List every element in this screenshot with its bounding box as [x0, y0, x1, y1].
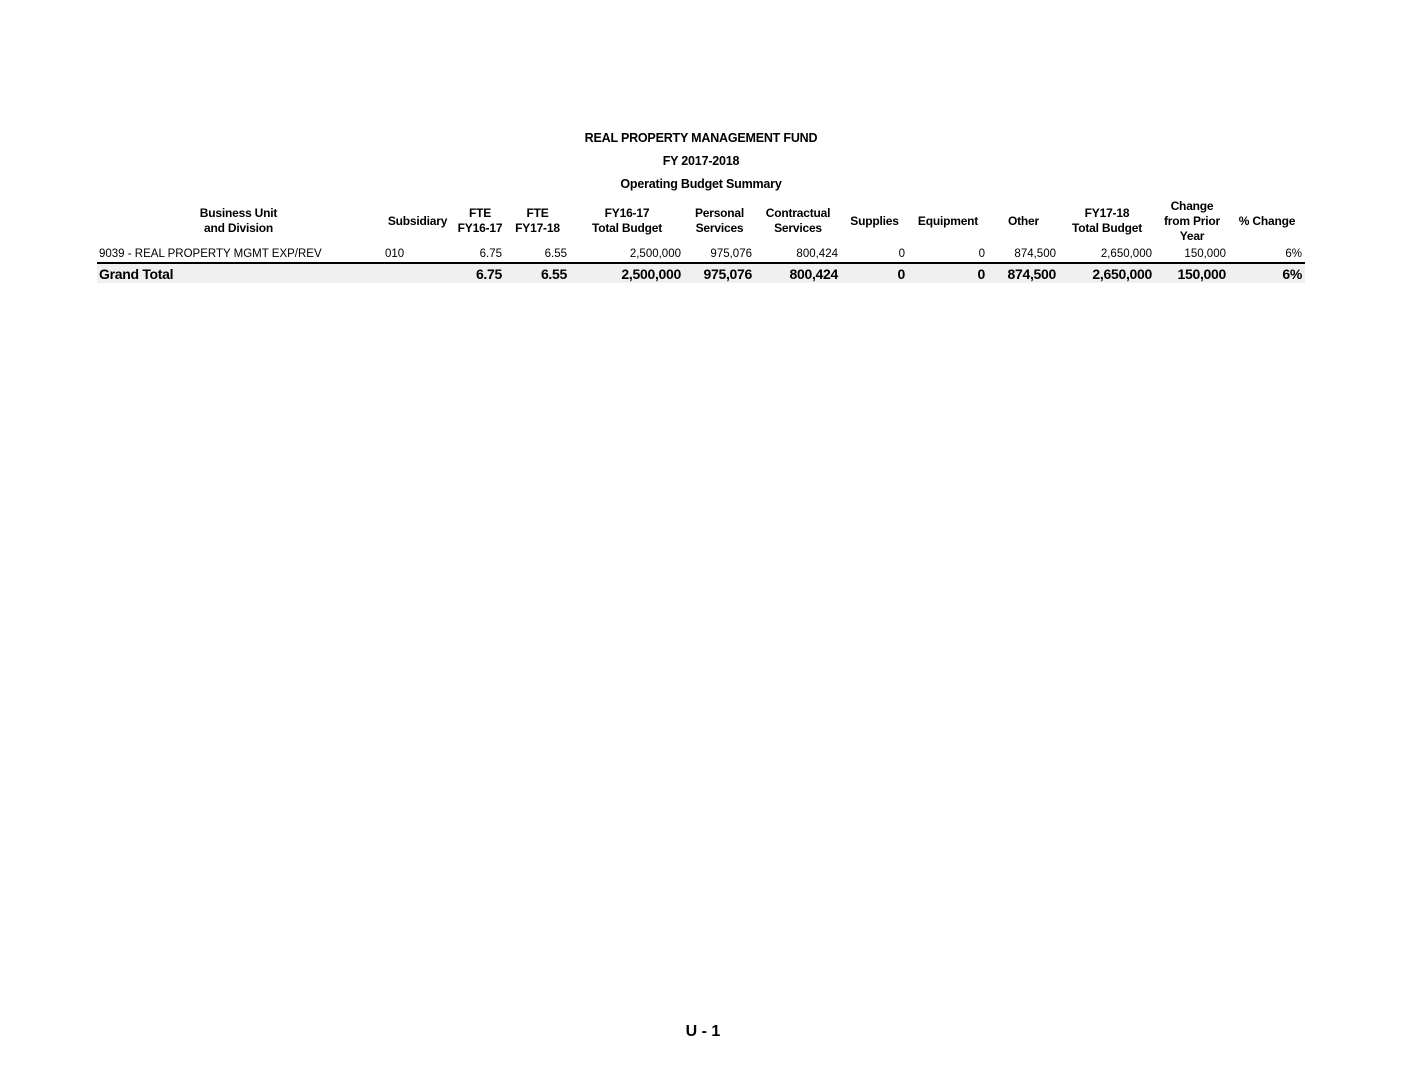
column-header-line: Other: [1007, 213, 1039, 228]
table-cell: 874,500: [988, 262, 1059, 283]
table-row: 9039 - REAL PROPERTY MGMT EXP/REV 010 6.75…: [97, 245, 1305, 263]
table-cell: 2,500,000: [629, 247, 681, 260]
column-header-line: Total Budget: [1071, 221, 1143, 235]
table-cell: 2,650,000: [1059, 262, 1155, 283]
column-header-line: Change: [1170, 198, 1214, 213]
column-header-line: FY17-18: [1084, 206, 1130, 220]
report-title: REAL PROPERTY MANAGEMENT FUND: [584, 131, 818, 145]
column-header-line: from Prior: [1163, 213, 1220, 228]
table-cell: 9039 - REAL PROPERTY MGMT EXP/REV: [99, 247, 322, 260]
column-header: Supplies: [841, 197, 908, 245]
column-header: FTE FY16-17: [455, 197, 505, 245]
column-header-line: FY17-18: [515, 221, 560, 235]
page-number: U - 1: [685, 1023, 721, 1040]
report-subtitle: Operating Budget Summary: [620, 177, 782, 191]
column-header-line: FY16-17: [604, 206, 650, 220]
column-header-line: Services: [695, 221, 744, 235]
header-row: Business Unit and Division Subsidiary FTE FY…: [97, 197, 1305, 245]
column-header: % Change: [1229, 197, 1305, 245]
column-header-line: Business Unit: [199, 206, 278, 220]
column-header-line: Equipment: [917, 213, 979, 228]
table-cell: 800,424: [796, 247, 838, 260]
table-cell: [380, 262, 455, 283]
grand-total-row: Grand Total 6.75 6.55 2,500,000 975,076 800,4…: [97, 262, 1305, 283]
table-cell: 6.55: [544, 247, 567, 260]
column-header: Change from Prior Year: [1155, 197, 1229, 245]
table-cell: 6%: [1285, 247, 1302, 260]
table-cell: 6%: [1229, 262, 1305, 283]
column-header: Personal Services: [684, 197, 755, 245]
table-cell: 975,076: [710, 247, 752, 260]
column-header: FY17-18 Total Budget: [1059, 197, 1155, 245]
table-cell: 975,076: [684, 262, 755, 283]
table-cell: 800,424: [755, 262, 841, 283]
column-header: Contractual Services: [755, 197, 841, 245]
table-cell: Grand Total: [97, 262, 380, 283]
table-cell: 874,500: [1014, 247, 1056, 260]
table-cell: 6.75: [479, 247, 502, 260]
column-header-line: Personal: [694, 206, 745, 220]
table-cell: 6.55: [505, 262, 570, 283]
table-cell: 0: [908, 262, 988, 283]
column-header-line: Contractual: [765, 206, 831, 220]
column-header: FTE FY17-18: [505, 197, 570, 245]
column-header: Subsidiary: [380, 197, 455, 245]
fiscal-year: FY 2017-2018: [662, 154, 740, 168]
column-header-line: Total Budget: [591, 221, 663, 235]
column-header: FY16-17 Total Budget: [570, 197, 684, 245]
table-cell: 6.75: [455, 262, 505, 283]
table-cell: 2,500,000: [570, 262, 684, 283]
table-cell: 0: [898, 247, 905, 260]
budget-summary-table: Business Unit and Division Subsidiary FTE FY…: [97, 197, 1305, 283]
table-cell: 0: [978, 247, 985, 260]
column-header-line: FY16-17: [457, 221, 503, 235]
column-header-line: Supplies: [850, 213, 899, 228]
table-cell: 0: [841, 262, 908, 283]
table-cell: 010: [385, 247, 405, 260]
column-header: Other: [988, 197, 1059, 245]
column-header-line: % Change: [1238, 213, 1296, 228]
column-header-line: and Division: [204, 221, 273, 235]
column-header-line: FTE: [526, 206, 549, 220]
column-header-line: Year: [1179, 228, 1205, 243]
table-cell: 150,000: [1184, 247, 1226, 260]
table-cell: 150,000: [1155, 262, 1229, 283]
column-header-line: Services: [774, 221, 822, 235]
table-cell: 2,650,000: [1100, 247, 1152, 260]
column-header-line: Subsidiary: [387, 213, 448, 228]
column-header: Equipment: [908, 197, 988, 245]
column-header: Business Unit and Division: [97, 197, 380, 245]
column-header-line: FTE: [468, 206, 492, 220]
